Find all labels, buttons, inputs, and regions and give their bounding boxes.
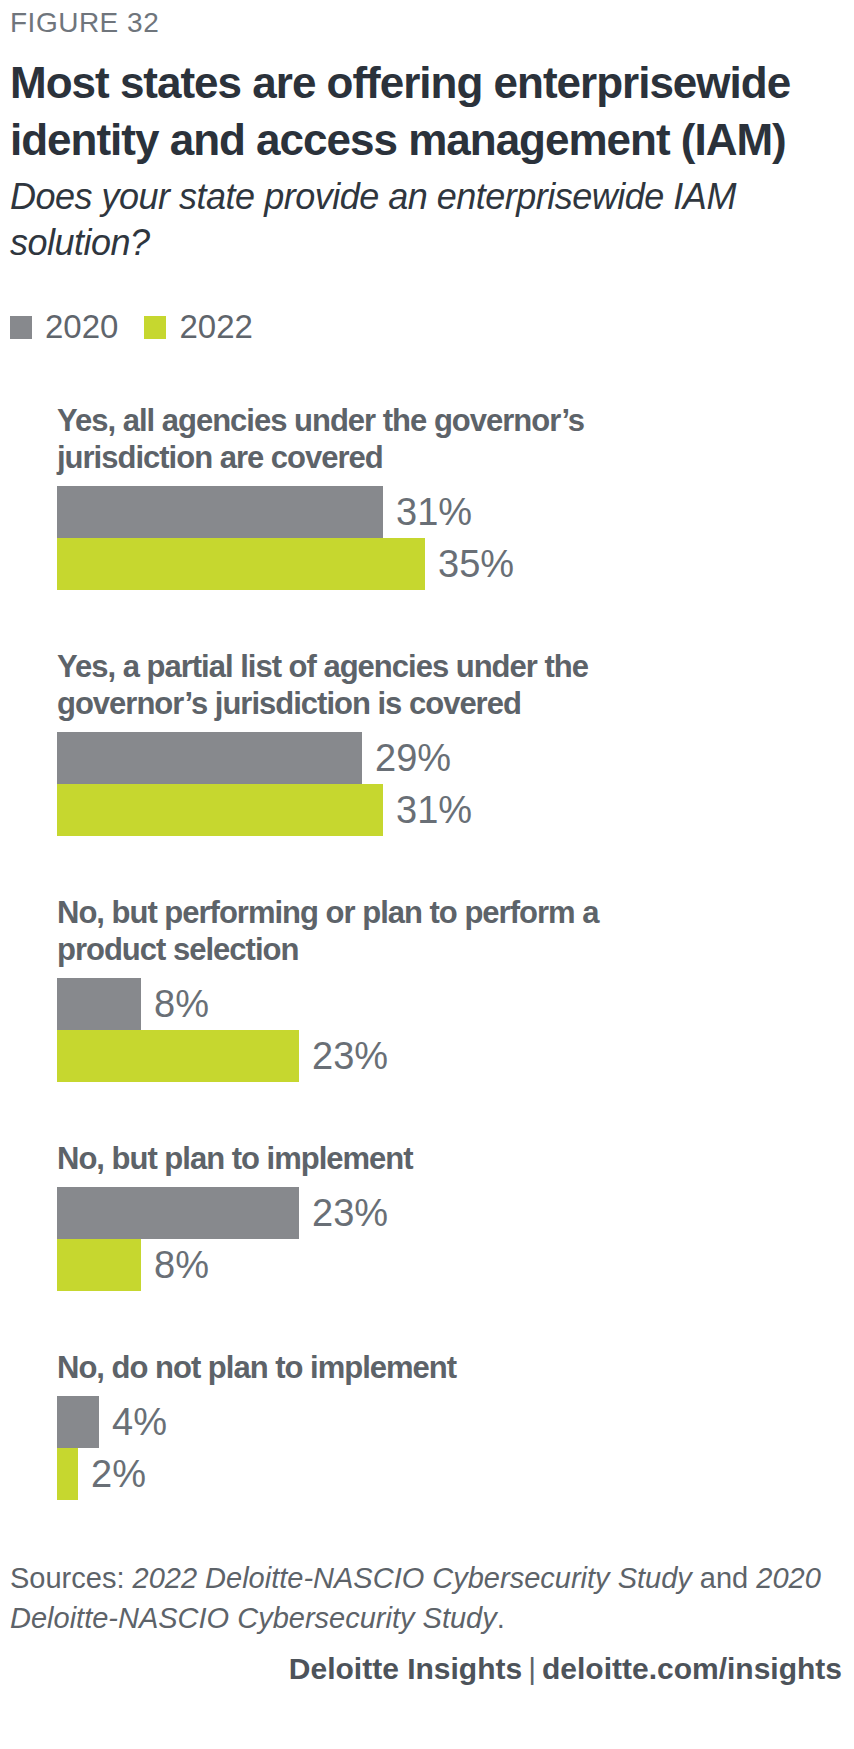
bar-value-2022: 31%	[396, 789, 472, 832]
bar-row-2020: 4%	[57, 1396, 844, 1448]
bar-value-2022: 23%	[312, 1035, 388, 1078]
bar-group: Yes, a partial list of agencies under th…	[57, 648, 844, 836]
bar-2022	[57, 1030, 299, 1082]
bar-value-2020: 23%	[312, 1192, 388, 1235]
legend-swatch-2020	[10, 316, 32, 339]
category-label: No, do not plan to implement	[57, 1349, 622, 1386]
sources-prefix: Sources:	[10, 1562, 133, 1594]
chart-title: Most states are offering enterprisewide …	[10, 54, 810, 168]
bar-row-2020: 29%	[57, 732, 844, 784]
bar-row-2022: 8%	[57, 1239, 844, 1291]
bar-value-2020: 8%	[154, 983, 209, 1026]
legend-label-2022: 2022	[179, 308, 252, 346]
legend-item-2020: 2020	[10, 308, 118, 346]
bar-value-2022: 8%	[154, 1244, 209, 1287]
bar-2020	[57, 1187, 299, 1239]
bar-value-2020: 29%	[375, 737, 451, 780]
bar-row-2020: 23%	[57, 1187, 844, 1239]
source-study-2022: 2022 Deloitte-NASCIO Cybersecurity Study	[133, 1562, 692, 1594]
bar-2022	[57, 1239, 141, 1291]
legend-swatch-2022	[144, 316, 166, 339]
bar-value-2022: 2%	[91, 1453, 146, 1496]
figure-label: FIGURE 32	[10, 6, 844, 40]
sources-connector: and	[692, 1562, 757, 1594]
bar-row-2020: 8%	[57, 978, 844, 1030]
chart-subtitle: Does your state provide an enterprisewid…	[10, 174, 810, 266]
category-label: Yes, a partial list of agencies under th…	[57, 648, 622, 722]
bar-row-2020: 31%	[57, 486, 844, 538]
bar-group: Yes, all agencies under the governor’s j…	[57, 402, 844, 590]
bar-value-2022: 35%	[438, 543, 514, 586]
bar-2020	[57, 486, 383, 538]
bar-2020	[57, 978, 141, 1030]
footer-separator: |	[522, 1652, 542, 1685]
category-label: No, but plan to implement	[57, 1140, 622, 1177]
bar-chart: Yes, all agencies under the governor’s j…	[57, 402, 844, 1500]
category-label: Yes, all agencies under the governor’s j…	[57, 402, 622, 476]
bar-group: No, do not plan to implement 4% 2%	[57, 1349, 844, 1500]
bar-row-2022: 23%	[57, 1030, 844, 1082]
legend-label-2020: 2020	[45, 308, 118, 346]
bar-row-2022: 31%	[57, 784, 844, 836]
deloitte-insights-footer: Deloitte Insights|deloitte.com/insights	[10, 1652, 844, 1686]
footer-url: deloitte.com/insights	[542, 1652, 842, 1685]
bar-row-2022: 2%	[57, 1448, 844, 1500]
legend-item-2022: 2022	[144, 308, 252, 346]
bar-2022	[57, 784, 383, 836]
bar-group: No, but performing or plan to perform a …	[57, 894, 844, 1082]
bar-value-2020: 4%	[112, 1401, 167, 1444]
bar-value-2020: 31%	[396, 491, 472, 534]
category-label: No, but performing or plan to perform a …	[57, 894, 622, 968]
bar-2022	[57, 538, 425, 590]
bar-2022	[57, 1448, 78, 1500]
bar-row-2022: 35%	[57, 538, 844, 590]
sources-suffix: .	[497, 1602, 505, 1634]
bar-2020	[57, 732, 362, 784]
figure-page: FIGURE 32 Most states are offering enter…	[0, 0, 854, 1686]
footer-brand: Deloitte Insights	[289, 1652, 522, 1685]
bar-2020	[57, 1396, 99, 1448]
sources-note: Sources: 2022 Deloitte-NASCIO Cybersecur…	[10, 1558, 830, 1638]
legend: 2020 2022	[10, 308, 844, 346]
bar-group: No, but plan to implement 23% 8%	[57, 1140, 844, 1291]
